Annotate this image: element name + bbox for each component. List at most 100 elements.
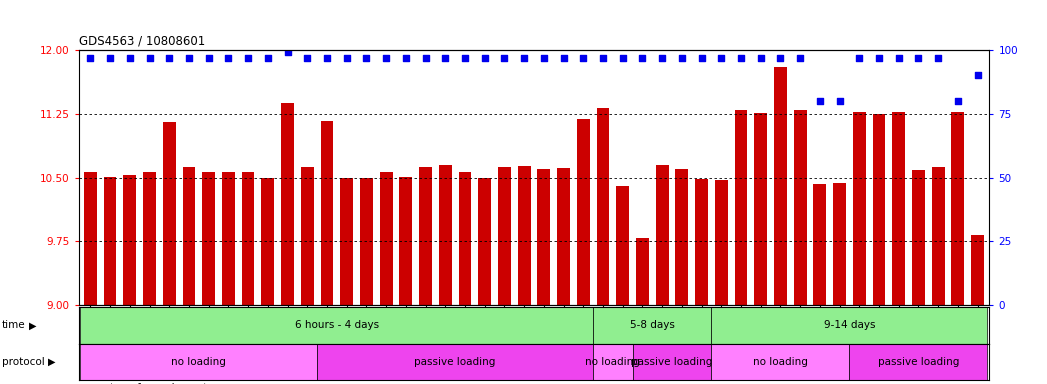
Point [220, 55, 237, 61]
Point [615, 55, 631, 61]
Bar [498, 167, 511, 305]
Bar [952, 112, 964, 305]
Point [970, 73, 986, 79]
Text: 5-8 days: 5-8 days [630, 320, 674, 331]
Bar [972, 235, 984, 305]
Text: 9-14 days: 9-14 days [824, 320, 875, 331]
Bar [419, 167, 432, 305]
Bar [143, 172, 156, 305]
Text: ■: ■ [94, 381, 106, 384]
Point [141, 55, 158, 61]
Bar [715, 180, 728, 305]
Bar [636, 238, 649, 305]
Bar [711, 344, 849, 380]
Bar [872, 114, 886, 305]
Bar [577, 119, 589, 305]
Bar [593, 307, 711, 344]
Bar [439, 165, 451, 305]
Point [200, 55, 217, 61]
Bar [242, 172, 254, 305]
Text: GDS4563 / 10808601: GDS4563 / 10808601 [79, 35, 205, 48]
Bar [300, 167, 314, 305]
Bar [735, 109, 748, 305]
Text: ▶: ▶ [48, 357, 55, 367]
Bar [84, 172, 96, 305]
Bar [655, 165, 669, 305]
Point [792, 55, 808, 61]
Bar [849, 344, 987, 380]
Text: protocol: protocol [2, 357, 45, 367]
Bar [262, 177, 274, 305]
Point [121, 55, 138, 61]
Bar [81, 307, 593, 344]
Bar [774, 67, 787, 305]
Bar [317, 344, 593, 380]
Text: passive loading: passive loading [415, 357, 496, 367]
Point [102, 55, 118, 61]
Text: passive loading: passive loading [877, 357, 959, 367]
Bar [459, 172, 471, 305]
Point [161, 55, 178, 61]
Point [437, 55, 453, 61]
Text: transformed count: transformed count [110, 383, 207, 384]
Point [950, 98, 966, 104]
Text: passive loading: passive loading [631, 357, 713, 367]
Point [673, 55, 690, 61]
Bar [124, 175, 136, 305]
Bar [675, 169, 688, 305]
Bar [340, 179, 353, 305]
Bar [399, 177, 413, 305]
Text: ▶: ▶ [29, 320, 37, 331]
Bar [320, 121, 333, 305]
Point [456, 55, 473, 61]
Point [358, 55, 375, 61]
Point [535, 55, 552, 61]
Point [338, 55, 355, 61]
Point [318, 55, 335, 61]
Bar [380, 172, 393, 305]
Bar [104, 177, 116, 305]
Bar [814, 184, 826, 305]
Point [496, 55, 513, 61]
Bar [222, 172, 235, 305]
Bar [794, 109, 806, 305]
Bar [912, 170, 925, 305]
Point [772, 55, 788, 61]
Bar [478, 179, 491, 305]
Point [476, 55, 493, 61]
Text: no loading: no loading [753, 357, 808, 367]
Point [693, 55, 710, 61]
Point [871, 55, 888, 61]
Point [575, 55, 592, 61]
Point [890, 55, 907, 61]
Bar [833, 183, 846, 305]
Bar [932, 167, 944, 305]
Point [240, 55, 257, 61]
Bar [360, 179, 373, 305]
Bar [163, 122, 176, 305]
Text: time: time [2, 320, 26, 331]
Point [260, 55, 276, 61]
Point [82, 55, 98, 61]
Point [713, 55, 730, 61]
Point [180, 55, 197, 61]
Point [733, 55, 750, 61]
Bar [182, 167, 196, 305]
Bar [892, 112, 905, 305]
Point [753, 55, 770, 61]
Bar [617, 186, 629, 305]
Bar [695, 179, 708, 305]
Text: no loading: no loading [172, 357, 226, 367]
Bar [281, 103, 294, 305]
Point [851, 55, 868, 61]
Bar [853, 112, 866, 305]
Point [378, 55, 395, 61]
Point [516, 55, 533, 61]
Text: 6 hours - 4 days: 6 hours - 4 days [295, 320, 379, 331]
Point [811, 98, 828, 104]
Point [595, 55, 611, 61]
Text: no loading: no loading [585, 357, 641, 367]
Bar [593, 344, 632, 380]
Bar [537, 169, 551, 305]
Point [417, 55, 433, 61]
